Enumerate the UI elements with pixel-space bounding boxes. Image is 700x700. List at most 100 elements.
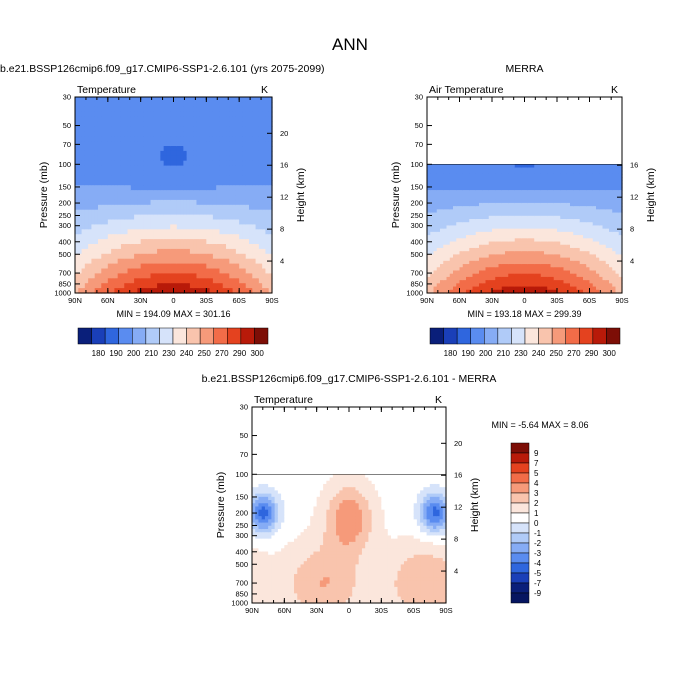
y-tick-label: 300 xyxy=(58,221,71,230)
colorbar-swatch xyxy=(470,327,485,345)
colorbar-swatch xyxy=(145,327,160,345)
colorbar-swatch xyxy=(538,327,553,345)
colorbar-swatch xyxy=(565,327,580,345)
colorbar: 180 190 200 210 230 240 250 270 290 300 xyxy=(429,327,621,358)
y-tick-label: 150 xyxy=(235,492,248,501)
colorbar-swatch xyxy=(497,327,512,345)
y-axis-label: Pressure (mb) xyxy=(38,162,50,229)
x-tick-label: 90S xyxy=(265,296,278,305)
colorbar-swatch xyxy=(510,532,530,544)
y2-tick-label: 20 xyxy=(454,439,462,448)
y-tick-label: 850 xyxy=(235,589,248,598)
colorbar-swatch xyxy=(510,592,530,604)
colorbar-label: 230 xyxy=(162,349,176,358)
y-tick-label: 30 xyxy=(240,403,248,412)
colorbar-label: 200 xyxy=(479,349,493,358)
y-tick-label: 700 xyxy=(58,269,71,278)
colorbar-swatch xyxy=(606,327,621,345)
y-tick-label: 1000 xyxy=(54,289,71,298)
colorbar-swatch xyxy=(510,552,530,564)
colorbar: 180 190 200 210 230 240 250 270 290 300 xyxy=(77,327,269,358)
colorbar-swatch xyxy=(213,327,228,345)
y-tick-label: 100 xyxy=(235,470,248,479)
y-tick-label: 30 xyxy=(63,93,71,102)
y-tick-label: 700 xyxy=(235,579,248,588)
x-tick-label: 0 xyxy=(347,606,351,615)
x-tick-label: 60N xyxy=(277,606,291,615)
x-tick-label: 30S xyxy=(550,296,563,305)
colorbar-swatch xyxy=(551,327,566,345)
colorbar-label: 250 xyxy=(198,349,212,358)
colorbar-label: 190 xyxy=(461,349,475,358)
y-tick-label: 70 xyxy=(63,140,71,149)
y2-tick-label: 8 xyxy=(280,225,284,234)
y-tick-label: 200 xyxy=(410,199,423,208)
panel-subtitle: Temperature xyxy=(77,84,136,96)
y-tick-label: 400 xyxy=(235,547,248,556)
colorbar-swatch xyxy=(511,327,526,345)
colorbar-swatch xyxy=(510,472,530,484)
y-tick-label: 70 xyxy=(415,140,423,149)
panel-diff: b.e21.BSSP126cmip6.f09_g17.CMIP6-SSP1-2.… xyxy=(202,373,589,615)
x-tick-label: 60S xyxy=(407,606,420,615)
y2-tick-label: 4 xyxy=(454,567,458,576)
colorbar-label: 7 xyxy=(534,459,539,468)
colorbar-swatch xyxy=(510,522,530,534)
x-tick-label: 90N xyxy=(68,296,82,305)
y-tick-label: 100 xyxy=(410,160,423,169)
colorbar-label: -1 xyxy=(534,529,542,538)
colorbar-label: 180 xyxy=(92,349,106,358)
y-tick-label: 150 xyxy=(410,182,423,191)
colorbar-label: 3 xyxy=(534,489,539,498)
stats-text: MIN = 193.18 MAX = 299.39 xyxy=(467,309,581,319)
colorbar-swatch xyxy=(254,327,269,345)
field-model xyxy=(75,97,273,294)
colorbar-label: 9 xyxy=(534,449,539,458)
y-tick-label: 850 xyxy=(410,279,423,288)
colorbar-swatch xyxy=(510,502,530,514)
colorbar-label: -2 xyxy=(534,539,542,548)
colorbar-label: 210 xyxy=(497,349,511,358)
y-tick-label: 70 xyxy=(240,450,248,459)
x-tick-label: 90S xyxy=(439,606,452,615)
colorbar-label: 1 xyxy=(534,509,539,518)
colorbar-label: 0 xyxy=(534,519,539,528)
colorbar-swatch xyxy=(91,327,106,345)
colorbar-swatch xyxy=(484,327,499,345)
colorbar-swatch xyxy=(510,512,530,524)
field-diff xyxy=(252,474,447,604)
stats-text: MIN = -5.64 MAX = 8.06 xyxy=(491,420,588,430)
y2-tick-label: 12 xyxy=(454,503,462,512)
y-tick-label: 50 xyxy=(415,121,423,130)
y-tick-label: 300 xyxy=(235,531,248,540)
x-tick-label: 30S xyxy=(200,296,213,305)
colorbar-swatch xyxy=(118,327,133,345)
field-obs xyxy=(427,164,623,294)
colorbar-label: 200 xyxy=(127,349,141,358)
colorbar-swatch xyxy=(77,327,92,345)
colorbar-swatch xyxy=(443,327,458,345)
colorbar-swatch xyxy=(159,327,174,345)
x-tick-label: 30N xyxy=(134,296,148,305)
figure-title: ANN xyxy=(332,35,368,54)
colorbar-label: -3 xyxy=(534,549,542,558)
y-tick-label: 50 xyxy=(240,431,248,440)
y2-axis-label: Height (km) xyxy=(469,478,481,532)
x-tick-label: 90S xyxy=(615,296,628,305)
colorbar-label: 2 xyxy=(534,499,539,508)
panel-units: K xyxy=(435,394,442,406)
y-tick-label: 500 xyxy=(235,560,248,569)
panel-units: K xyxy=(611,84,618,96)
colorbar-swatch xyxy=(510,452,530,464)
colorbar-label: -9 xyxy=(534,589,542,598)
y-tick-label: 150 xyxy=(58,182,71,191)
y2-axis-label: Height (km) xyxy=(645,168,657,222)
y2-tick-label: 12 xyxy=(630,193,638,202)
x-tick-label: 90N xyxy=(420,296,434,305)
colorbar-label: 230 xyxy=(514,349,528,358)
y-axis-label: Pressure (mb) xyxy=(390,162,402,229)
x-tick-label: 0 xyxy=(171,296,175,305)
